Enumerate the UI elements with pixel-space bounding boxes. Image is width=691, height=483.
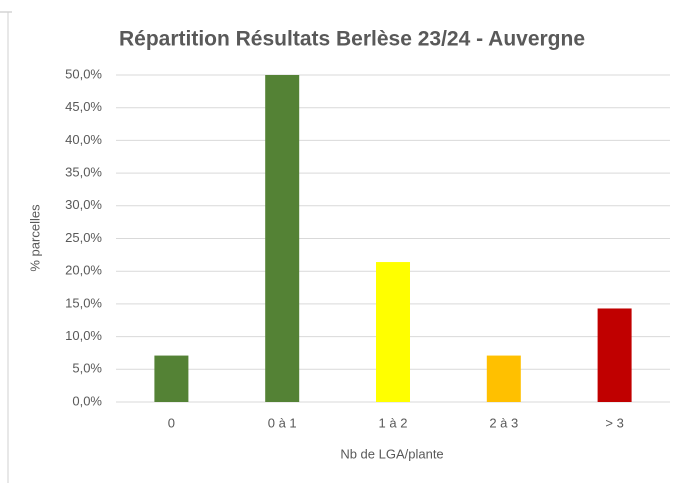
bar [486, 355, 521, 402]
chart-title: Répartition Résultats Berlèse 23/24 - Au… [119, 28, 585, 51]
y-tick-label: 5,0% [72, 361, 102, 376]
bar [154, 355, 189, 402]
y-tick-label: 40,0% [65, 132, 102, 147]
y-tick-label: 20,0% [65, 263, 102, 278]
bar [376, 262, 410, 402]
y-tick-label: 50,0% [65, 66, 102, 81]
y-tick-label: 45,0% [65, 99, 102, 114]
y-tick-label: 0,0% [72, 393, 102, 408]
x-tick-label: 2 à 3 [489, 415, 518, 430]
y-tick-label: 25,0% [65, 230, 102, 245]
bar [265, 75, 300, 402]
x-axis-label: Nb de LGA/plante [340, 446, 443, 461]
x-tick-label: 1 à 2 [379, 415, 408, 430]
bar [597, 308, 632, 402]
y-axis-label: % parcelles [27, 204, 42, 272]
y-tick-label: 30,0% [65, 197, 102, 212]
x-tick-label: 0 à 1 [268, 415, 297, 430]
x-tick-label: 0 [168, 415, 175, 430]
x-tick-label: > 3 [605, 415, 623, 430]
y-tick-label: 10,0% [65, 328, 102, 343]
y-tick-label: 35,0% [65, 165, 102, 180]
y-tick-label: 15,0% [65, 295, 102, 310]
